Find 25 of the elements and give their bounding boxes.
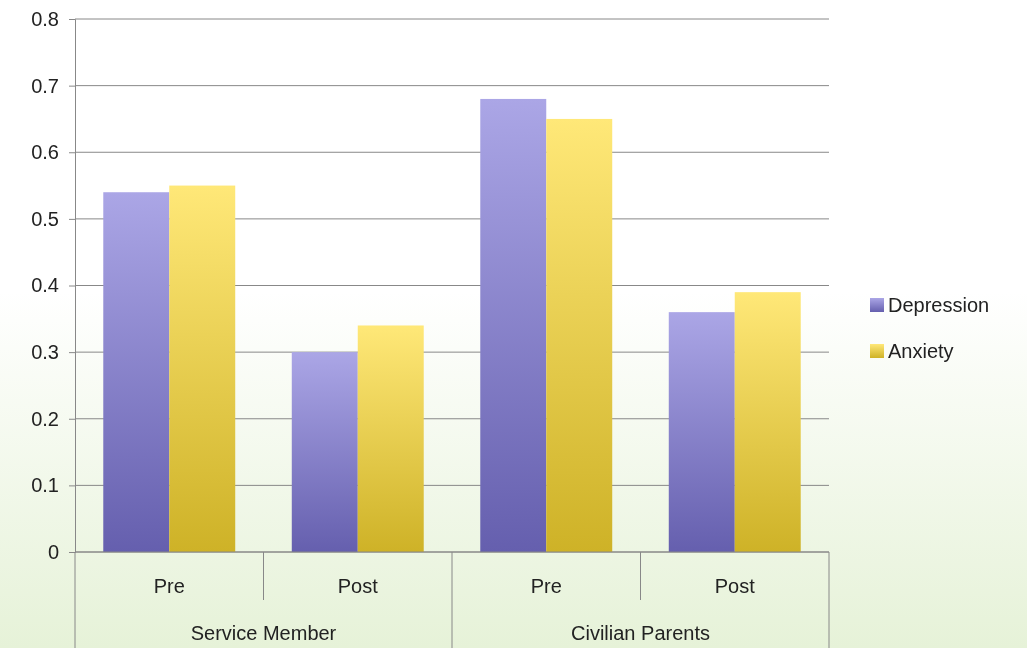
legend-label: Depression bbox=[888, 294, 990, 316]
x-tick-label: Post bbox=[337, 575, 379, 597]
bar bbox=[546, 118, 613, 552]
bar bbox=[291, 352, 358, 552]
bar bbox=[734, 292, 801, 552]
bar bbox=[480, 98, 547, 552]
x-tick-label: Pre bbox=[153, 575, 185, 597]
text: Service Member bbox=[190, 622, 337, 644]
bar bbox=[169, 185, 236, 552]
y-tick-label: 0.3 bbox=[31, 341, 59, 364]
text: Civilian Parents bbox=[571, 622, 710, 644]
x-tick-label: Post bbox=[714, 575, 756, 597]
y-tick-label: 0.5 bbox=[31, 207, 59, 230]
y-tick-label: 0.7 bbox=[31, 74, 59, 97]
y-tick-label: 0.1 bbox=[31, 474, 59, 497]
x-tick-label: Pre bbox=[530, 575, 562, 597]
bar bbox=[668, 312, 735, 552]
y-tick-label: 0.8 bbox=[31, 7, 59, 30]
y-tick-label: 0.2 bbox=[31, 407, 59, 430]
y-tick-label: 0.4 bbox=[31, 274, 59, 297]
bar bbox=[103, 192, 170, 552]
y-tick-label: 0 bbox=[47, 540, 59, 563]
y-tick-label: 0.6 bbox=[31, 141, 59, 164]
bar bbox=[357, 325, 424, 552]
legend-label: Anxiety bbox=[888, 340, 954, 362]
